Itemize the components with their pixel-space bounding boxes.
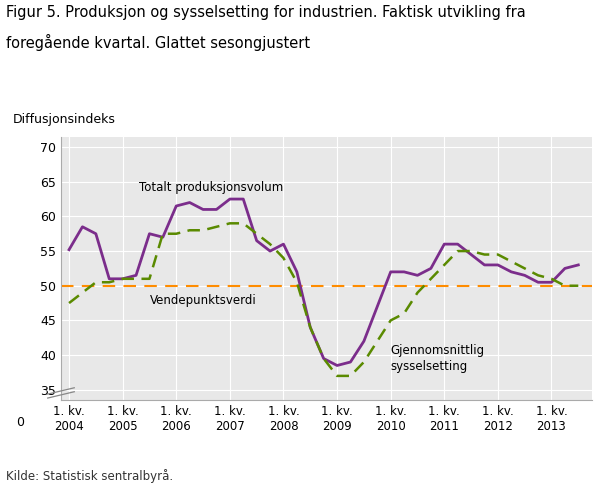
Text: 0: 0 <box>16 416 24 429</box>
Text: Vendepunktsverdi: Vendepunktsverdi <box>149 294 256 307</box>
Text: Figur 5. Produksjon og sysselsetting for industrien. Faktisk utvikling fra: Figur 5. Produksjon og sysselsetting for… <box>6 5 526 20</box>
Text: Kilde: Statistisk sentralbyrå.: Kilde: Statistisk sentralbyrå. <box>6 469 173 483</box>
Text: Totalt produksjonsvolum: Totalt produksjonsvolum <box>138 181 283 194</box>
Text: Gjennomsnittlig
sysselsetting: Gjennomsnittlig sysselsetting <box>390 344 485 373</box>
Text: Diffusjonsindeks: Diffusjonsindeks <box>13 113 116 126</box>
Text: foregående kvartal. Glattet sesongjustert: foregående kvartal. Glattet sesongjuster… <box>6 34 310 51</box>
